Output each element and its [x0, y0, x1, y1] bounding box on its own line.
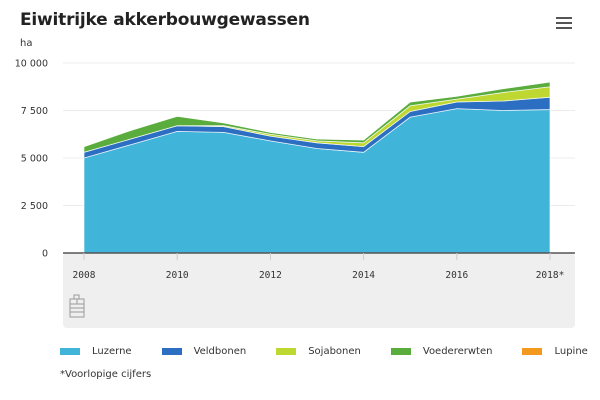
- y-tick-label: 5 000: [21, 154, 48, 165]
- area-series: [83, 81, 551, 254]
- y-tick-label: 0: [42, 249, 48, 260]
- legend-item-sojabonen[interactable]: Sojabonen: [276, 346, 361, 357]
- legend-swatch: [522, 348, 543, 355]
- legend-swatch: [161, 348, 182, 355]
- legend-swatch: [60, 348, 80, 355]
- legend-label: Voedererwten: [422, 346, 493, 357]
- legend-item-lupine[interactable]: Lupine: [522, 346, 588, 357]
- x-tick-labels: 2008 2010 2012 2014 2016 2018*: [73, 253, 565, 281]
- x-tick-label: 2014: [352, 270, 375, 281]
- x-tick-label: 2018*: [536, 270, 565, 281]
- y-tick-label: 2 500: [21, 201, 48, 212]
- data-source-icon[interactable]: [69, 294, 85, 318]
- y-axis-unit: ha: [20, 38, 33, 49]
- chart-title: Eiwitrijke akkerbouwgewassen: [20, 10, 310, 30]
- legend-item-luzerne[interactable]: Luzerne: [60, 346, 132, 357]
- footnote: *Voorlopige cijfers: [60, 369, 152, 380]
- y-tick-label: 7 500: [21, 106, 48, 117]
- legend-item-veldbonen[interactable]: Veldbonen: [161, 346, 247, 357]
- legend-label: Luzerne: [92, 346, 132, 357]
- legend-label: Lupine: [554, 346, 588, 357]
- x-axis-panel: [63, 253, 575, 328]
- legend-item-voedererwten[interactable]: Voedererwten: [390, 346, 493, 357]
- chart-legend: Luzerne Veldbonen Sojabonen Voedererwten Lup…: [60, 346, 600, 357]
- legend-swatch: [276, 348, 297, 355]
- x-tick-label: 2010: [166, 270, 189, 281]
- y-tick-label: 10 000: [15, 59, 48, 70]
- legend-label: Sojabonen: [308, 346, 361, 357]
- hamburger-menu-icon[interactable]: [556, 17, 572, 31]
- legend-swatch: [390, 348, 411, 355]
- legend-label: Veldbonen: [193, 346, 247, 357]
- area-lupine[interactable]: [83, 81, 551, 147]
- x-tick-label: 2012: [259, 270, 282, 281]
- y-tick-labels: 0 2 500 5 000 7 500 10 000: [15, 59, 48, 260]
- x-tick-label: 2008: [73, 270, 96, 281]
- x-tick-label: 2016: [445, 270, 468, 281]
